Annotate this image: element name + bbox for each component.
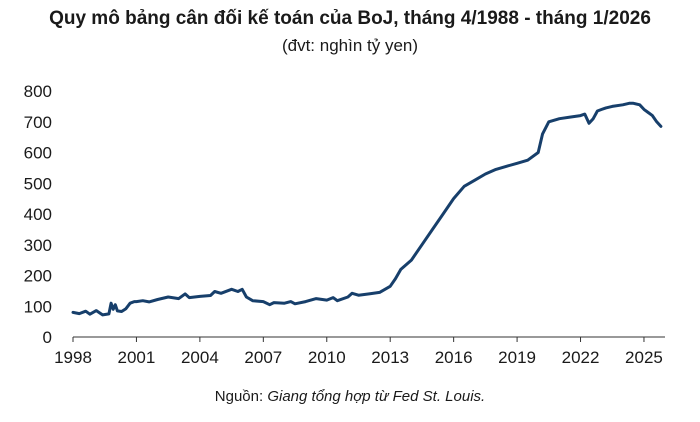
y-tick-label: 800 [24, 82, 52, 101]
x-tick-label: 2016 [435, 348, 473, 367]
x-tick-label: 2001 [118, 348, 156, 367]
source-text: Giang tổng hợp từ Fed St. Louis. [267, 388, 486, 405]
y-tick-label: 200 [24, 267, 52, 286]
y-tick-label: 700 [24, 113, 52, 132]
x-tick-label: 2004 [181, 348, 219, 367]
chart-subtitle: (đvt: nghìn tỷ yen) [281, 36, 419, 55]
y-tick-label: 100 [24, 297, 52, 316]
series-line [71, 101, 663, 317]
source-prefix: Nguồn: [214, 388, 268, 405]
x-tick-label: 2013 [371, 348, 409, 367]
x-tick-label: 2025 [625, 348, 663, 367]
y-tick-label: 500 [24, 174, 52, 193]
y-axis-ticks: 0 100 200 300 400 500 600 700 800 [24, 82, 52, 347]
x-tick-label: 2007 [244, 348, 282, 367]
x-axis-ticks: 1998 2001 2004 2007 2010 2013 2016 2019 2022 2025 [54, 337, 663, 367]
x-tick-label: 2019 [498, 348, 536, 367]
chart-plot: 0 100 200 300 400 500 600 700 800 1998 2001 2004 20… [24, 82, 665, 367]
x-tick-label: 1998 [54, 348, 92, 367]
y-tick-label: 0 [43, 328, 52, 347]
y-tick-label: 400 [24, 205, 52, 224]
y-tick-label: 600 [24, 144, 52, 163]
chart-title: Quy mô bảng cân đối kế toán của BoJ, thá… [49, 8, 651, 29]
x-tick-label: 2022 [562, 348, 600, 367]
series-layer [71, 101, 663, 317]
x-tick-label: 2010 [308, 348, 346, 367]
y-tick-label: 300 [24, 236, 52, 255]
source-note: Nguồn: Giang tổng hợp từ Fed St. Louis. [0, 388, 700, 405]
